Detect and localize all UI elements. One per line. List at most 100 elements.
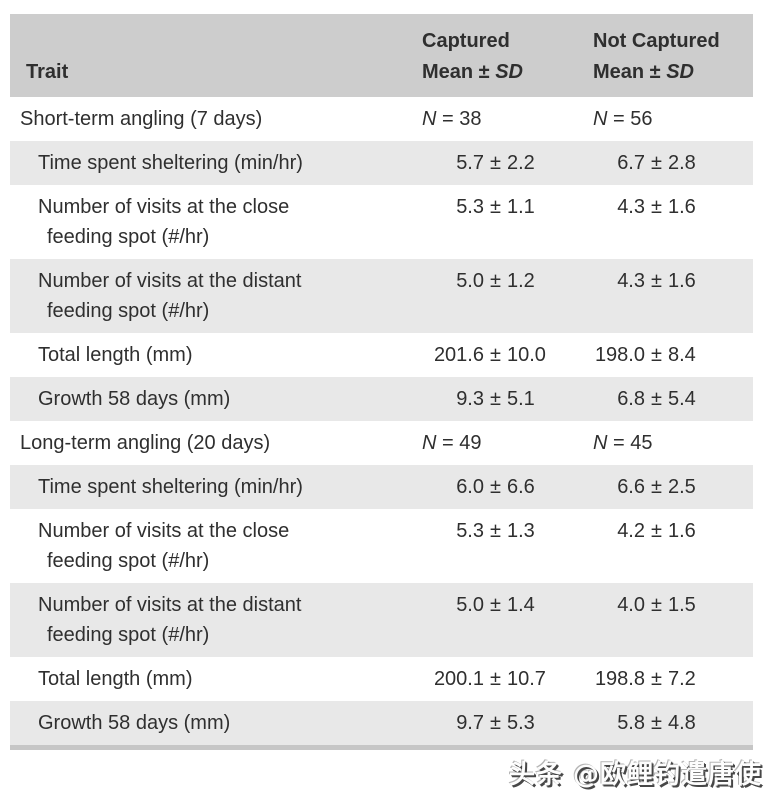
header-captured-mean-sd: Mean ± SD [422,57,593,88]
header-captured: Captured Mean ± SD [422,14,593,97]
header-trait-label: Trait [26,61,69,83]
plus-minus-symbol: ± [651,712,662,734]
trait-cell: Number of visits at the distant feeding s… [10,266,422,326]
plus-minus-symbol: ± [490,344,501,366]
value-cell: 4.3 ±1.6 [593,266,753,296]
plus-minus-symbol: ± [490,520,501,542]
value-cell: 198.8 ±7.2 [593,664,753,694]
sd-value: 1.6 [667,270,696,292]
trait-line: Number of visits at the distant [38,594,302,616]
table-row: Growth 58 days (mm) 9.3 ±5.1 6.8 ±5.4 [10,377,753,421]
sd-value: 2.5 [667,476,696,498]
header-not-captured-mean-sd: Mean ± SD [593,57,753,88]
value-cell: 4.0 ±1.5 [593,590,753,620]
value-cell: 200.1 ±10.7 [422,664,593,694]
mean-value: 6.0 [456,476,484,498]
mean-value: 5.3 [456,196,484,218]
sd-value: 1.6 [667,196,696,218]
value-cell: 4.2 ±1.6 [593,516,753,546]
sd-value: 6.6 [506,476,535,498]
sd-value: 1.2 [506,270,535,292]
value-cell: 6.8 ±5.4 [593,384,753,414]
sd-value: 7.2 [667,668,696,690]
value-cell: 5.3 ±1.3 [422,516,593,546]
mean-label: Mean ± [422,61,496,83]
table-row: Number of visits at the close feeding spo… [10,509,753,583]
plus-minus-symbol: ± [490,152,501,174]
sample-size-value: N = 38 [422,108,482,130]
value-cell: 5.8 ±4.8 [593,708,753,738]
sd-label: SD [666,61,695,83]
value-cell: 6.7 ±2.8 [593,148,753,178]
trait-cell: Number of visits at the distant feeding s… [10,590,422,650]
value-cell: 5.0 ±1.2 [422,266,593,296]
header-not-captured: Not Captured Mean ± SD [593,14,753,97]
sd-value: 1.1 [506,196,535,218]
sd-value: 2.2 [506,152,535,174]
plus-minus-symbol: ± [651,520,662,542]
mean-value: 4.3 [617,196,645,218]
mean-value: 4.2 [617,520,645,542]
sd-value: 2.8 [667,152,696,174]
trait-cell: Time spent sheltering (min/hr) [10,148,422,178]
mean-value: 5.7 [456,152,484,174]
sd-value: 1.4 [506,594,535,616]
sd-value: 1.3 [506,520,535,542]
mean-value: 4.3 [617,270,645,292]
trait-line: Growth 58 days (mm) [38,388,231,410]
plus-minus-symbol: ± [651,388,662,410]
table-row: Number of visits at the distant feeding s… [10,583,753,657]
plus-minus-symbol: ± [651,668,662,690]
plus-minus-symbol: ± [490,270,501,292]
trait-line: Time spent sheltering (min/hr) [38,152,303,174]
trait-cell: Growth 58 days (mm) [10,384,422,414]
mean-value: 9.7 [456,712,484,734]
mean-value: 6.8 [617,388,645,410]
sd-value: 1.6 [667,520,696,542]
mean-value: 200.1 [433,668,484,690]
table-header: Trait Captured Mean ± SD Not Captured Me… [10,14,753,97]
trait-cell: Short-term angling (7 days) [10,104,422,134]
plus-minus-symbol: ± [651,196,662,218]
sd-value: 10.7 [506,668,546,690]
plus-minus-symbol: ± [490,712,501,734]
trait-cell: Total length (mm) [10,340,422,370]
mean-value: 5.0 [456,270,484,292]
plus-minus-symbol: ± [490,594,501,616]
sd-value: 8.4 [667,344,696,366]
table-row: Time spent sheltering (min/hr) 5.7 ±2.2 6.7… [10,141,753,185]
trait-cell: Long-term angling (20 days) [10,428,422,458]
table-row: Number of visits at the close feeding spo… [10,185,753,259]
mean-value: 5.0 [456,594,484,616]
value-cell: 6.6 ±2.5 [593,472,753,502]
n-symbol: N [593,108,608,130]
sd-value: 5.3 [506,712,535,734]
trait-line: Number of visits at the close [38,520,290,542]
sample-size-value: N = 56 [593,108,653,130]
trait-line: Time spent sheltering (min/hr) [38,476,303,498]
plus-minus-symbol: ± [651,594,662,616]
trait-cell: Number of visits at the close feeding spo… [10,516,422,576]
trait-line: Long-term angling (20 days) [20,432,271,454]
header-captured-label: Captured [422,30,510,52]
table-row: Total length (mm) 201.6 ±10.0 198.0 ±8.4 [10,333,753,377]
table-row: Total length (mm) 200.1 ±10.7 198.8 ±7.2 [10,657,753,701]
trait-line: Total length (mm) [38,344,193,366]
mean-value: 201.6 [433,344,484,366]
sample-size-value: N = 49 [422,432,482,454]
trait-cell: Growth 58 days (mm) [10,708,422,738]
plus-minus-symbol: ± [651,344,662,366]
mean-value: 4.0 [617,594,645,616]
value-cell: 5.0 ±1.4 [422,590,593,620]
sd-label: SD [495,61,524,83]
value-cell: 5.7 ±2.2 [422,148,593,178]
value-cell: 201.6 ±10.0 [422,340,593,370]
plus-minus-symbol: ± [651,270,662,292]
header-trait: Trait [10,14,422,97]
value-cell: 4.3 ±1.6 [593,192,753,222]
plus-minus-symbol: ± [490,388,501,410]
plus-minus-symbol: ± [651,152,662,174]
trait-line: Growth 58 days (mm) [38,712,231,734]
table-row: Growth 58 days (mm) 9.7 ±5.3 5.8 ±4.8 [10,701,753,745]
n-symbol: N [422,432,437,454]
